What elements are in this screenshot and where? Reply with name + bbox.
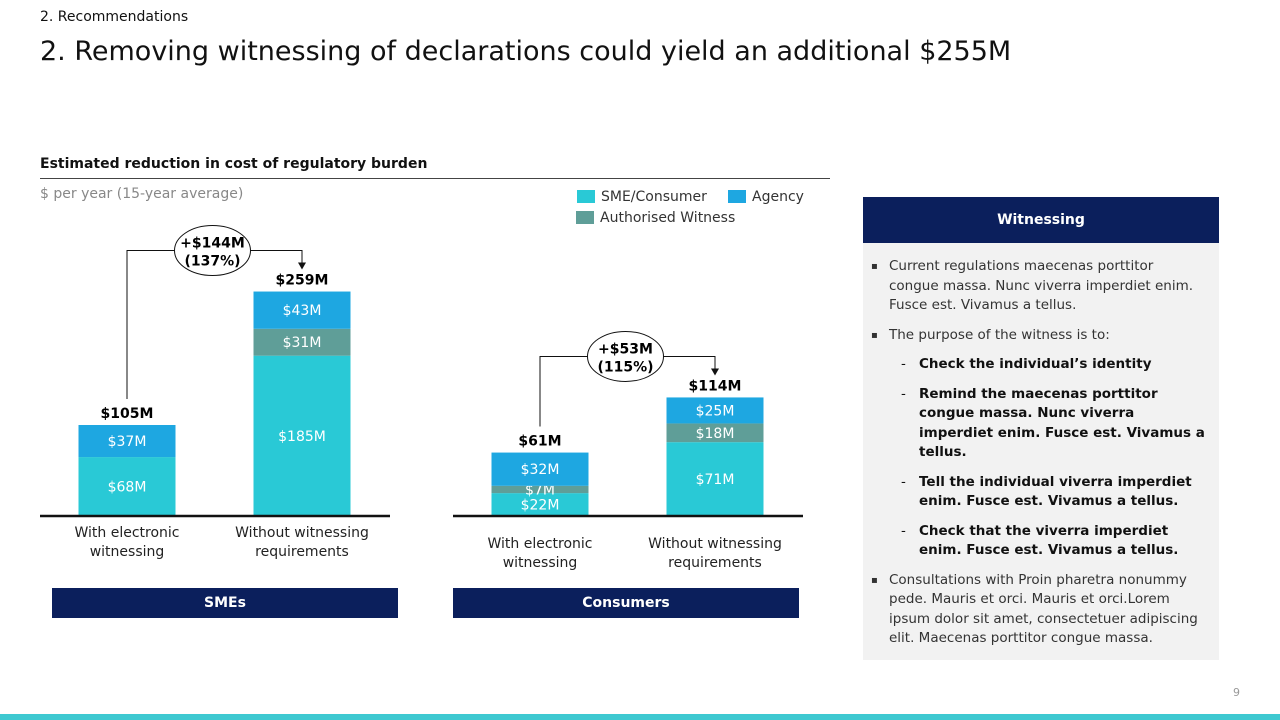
legend-label: Agency — [752, 189, 804, 205]
panel-item: Consultations with Proin pharetra nonumm… — [863, 571, 1207, 649]
total-label: $105M — [101, 406, 154, 422]
total-label: $61M — [518, 434, 561, 450]
group-label: Consumers — [453, 588, 799, 618]
chart-subheading: $ per year (15-year average) — [40, 186, 244, 202]
slide-title: 2. Removing witnessing of declarations c… — [40, 36, 1012, 67]
panel-title: Witnessing — [863, 197, 1219, 243]
legend-label: Authorised Witness — [600, 210, 735, 226]
panel-item: The purpose of the witness is to: — [863, 326, 1207, 346]
annotation-oval — [174, 225, 251, 277]
bar-segment — [491, 493, 589, 516]
panel-item: Current regulations maecenas porttitor c… — [863, 257, 1207, 316]
section-label: 2. Recommendations — [40, 9, 189, 25]
panel-list: Current regulations maecenas porttitor c… — [863, 243, 1219, 649]
value-label: $37M — [108, 434, 147, 450]
bar-segment — [253, 291, 351, 329]
panel-subitem: Check the individual’s identity — [863, 355, 1207, 375]
panel-subitem: Tell the individual viverra imperdiet en… — [863, 473, 1207, 512]
bar-segment — [491, 452, 589, 486]
annotation: (137%) — [184, 254, 240, 270]
panel-subitem: Remind the maecenas porttitor congue mas… — [863, 385, 1207, 463]
bar-segment — [78, 425, 176, 458]
legend-label: SME/Consumer — [601, 189, 707, 205]
legend-swatch — [728, 190, 746, 203]
arrowhead — [711, 368, 719, 376]
bar-segment — [666, 423, 764, 443]
panel-subitem: Check that the viverra imperdiet enim. F… — [863, 522, 1207, 561]
category-label: Without witnessing requirements — [648, 536, 782, 571]
value-label: $18M — [696, 426, 735, 442]
annotation-oval — [587, 330, 664, 382]
bar-segment — [78, 457, 176, 516]
bar-segment — [253, 328, 351, 356]
charts: SME/Consumer Authorised Witness Agency $68M… — [40, 189, 804, 518]
bar-segment — [253, 355, 351, 516]
total-label: $259M — [276, 273, 329, 289]
arrowhead — [298, 262, 306, 270]
annotation: +$53M — [598, 341, 653, 357]
bar-segment — [491, 485, 589, 494]
bar-segment — [666, 397, 764, 424]
divider — [40, 178, 830, 179]
value-label: $185M — [278, 429, 326, 445]
category-label: With electronic witnessing — [74, 525, 180, 560]
value-label: $32M — [521, 462, 560, 478]
value-label: $7M — [525, 482, 555, 498]
category-label: With electronic witnessing — [487, 536, 593, 571]
annotation: (115%) — [597, 359, 653, 375]
value-label: $71M — [696, 472, 735, 488]
legend-swatch — [576, 211, 594, 224]
chart-heading: Estimated reduction in cost of regulator… — [40, 156, 428, 172]
category-label: Without witnessing requirements — [235, 525, 369, 560]
value-label: $31M — [283, 335, 322, 351]
value-label: $43M — [283, 303, 322, 319]
value-label: $22M — [521, 498, 560, 514]
value-label: $25M — [696, 403, 735, 419]
annotation: +$144M — [180, 236, 245, 252]
legend-swatch — [577, 190, 595, 203]
footer-stripe — [0, 714, 1280, 720]
total-label: $114M — [689, 378, 742, 394]
group-label: SMEs — [52, 588, 398, 618]
bar-segment — [666, 442, 764, 516]
page-number: 9 — [1233, 686, 1240, 699]
value-label: $68M — [108, 480, 147, 496]
witnessing-panel: Witnessing Current regulations maecenas … — [863, 197, 1219, 660]
